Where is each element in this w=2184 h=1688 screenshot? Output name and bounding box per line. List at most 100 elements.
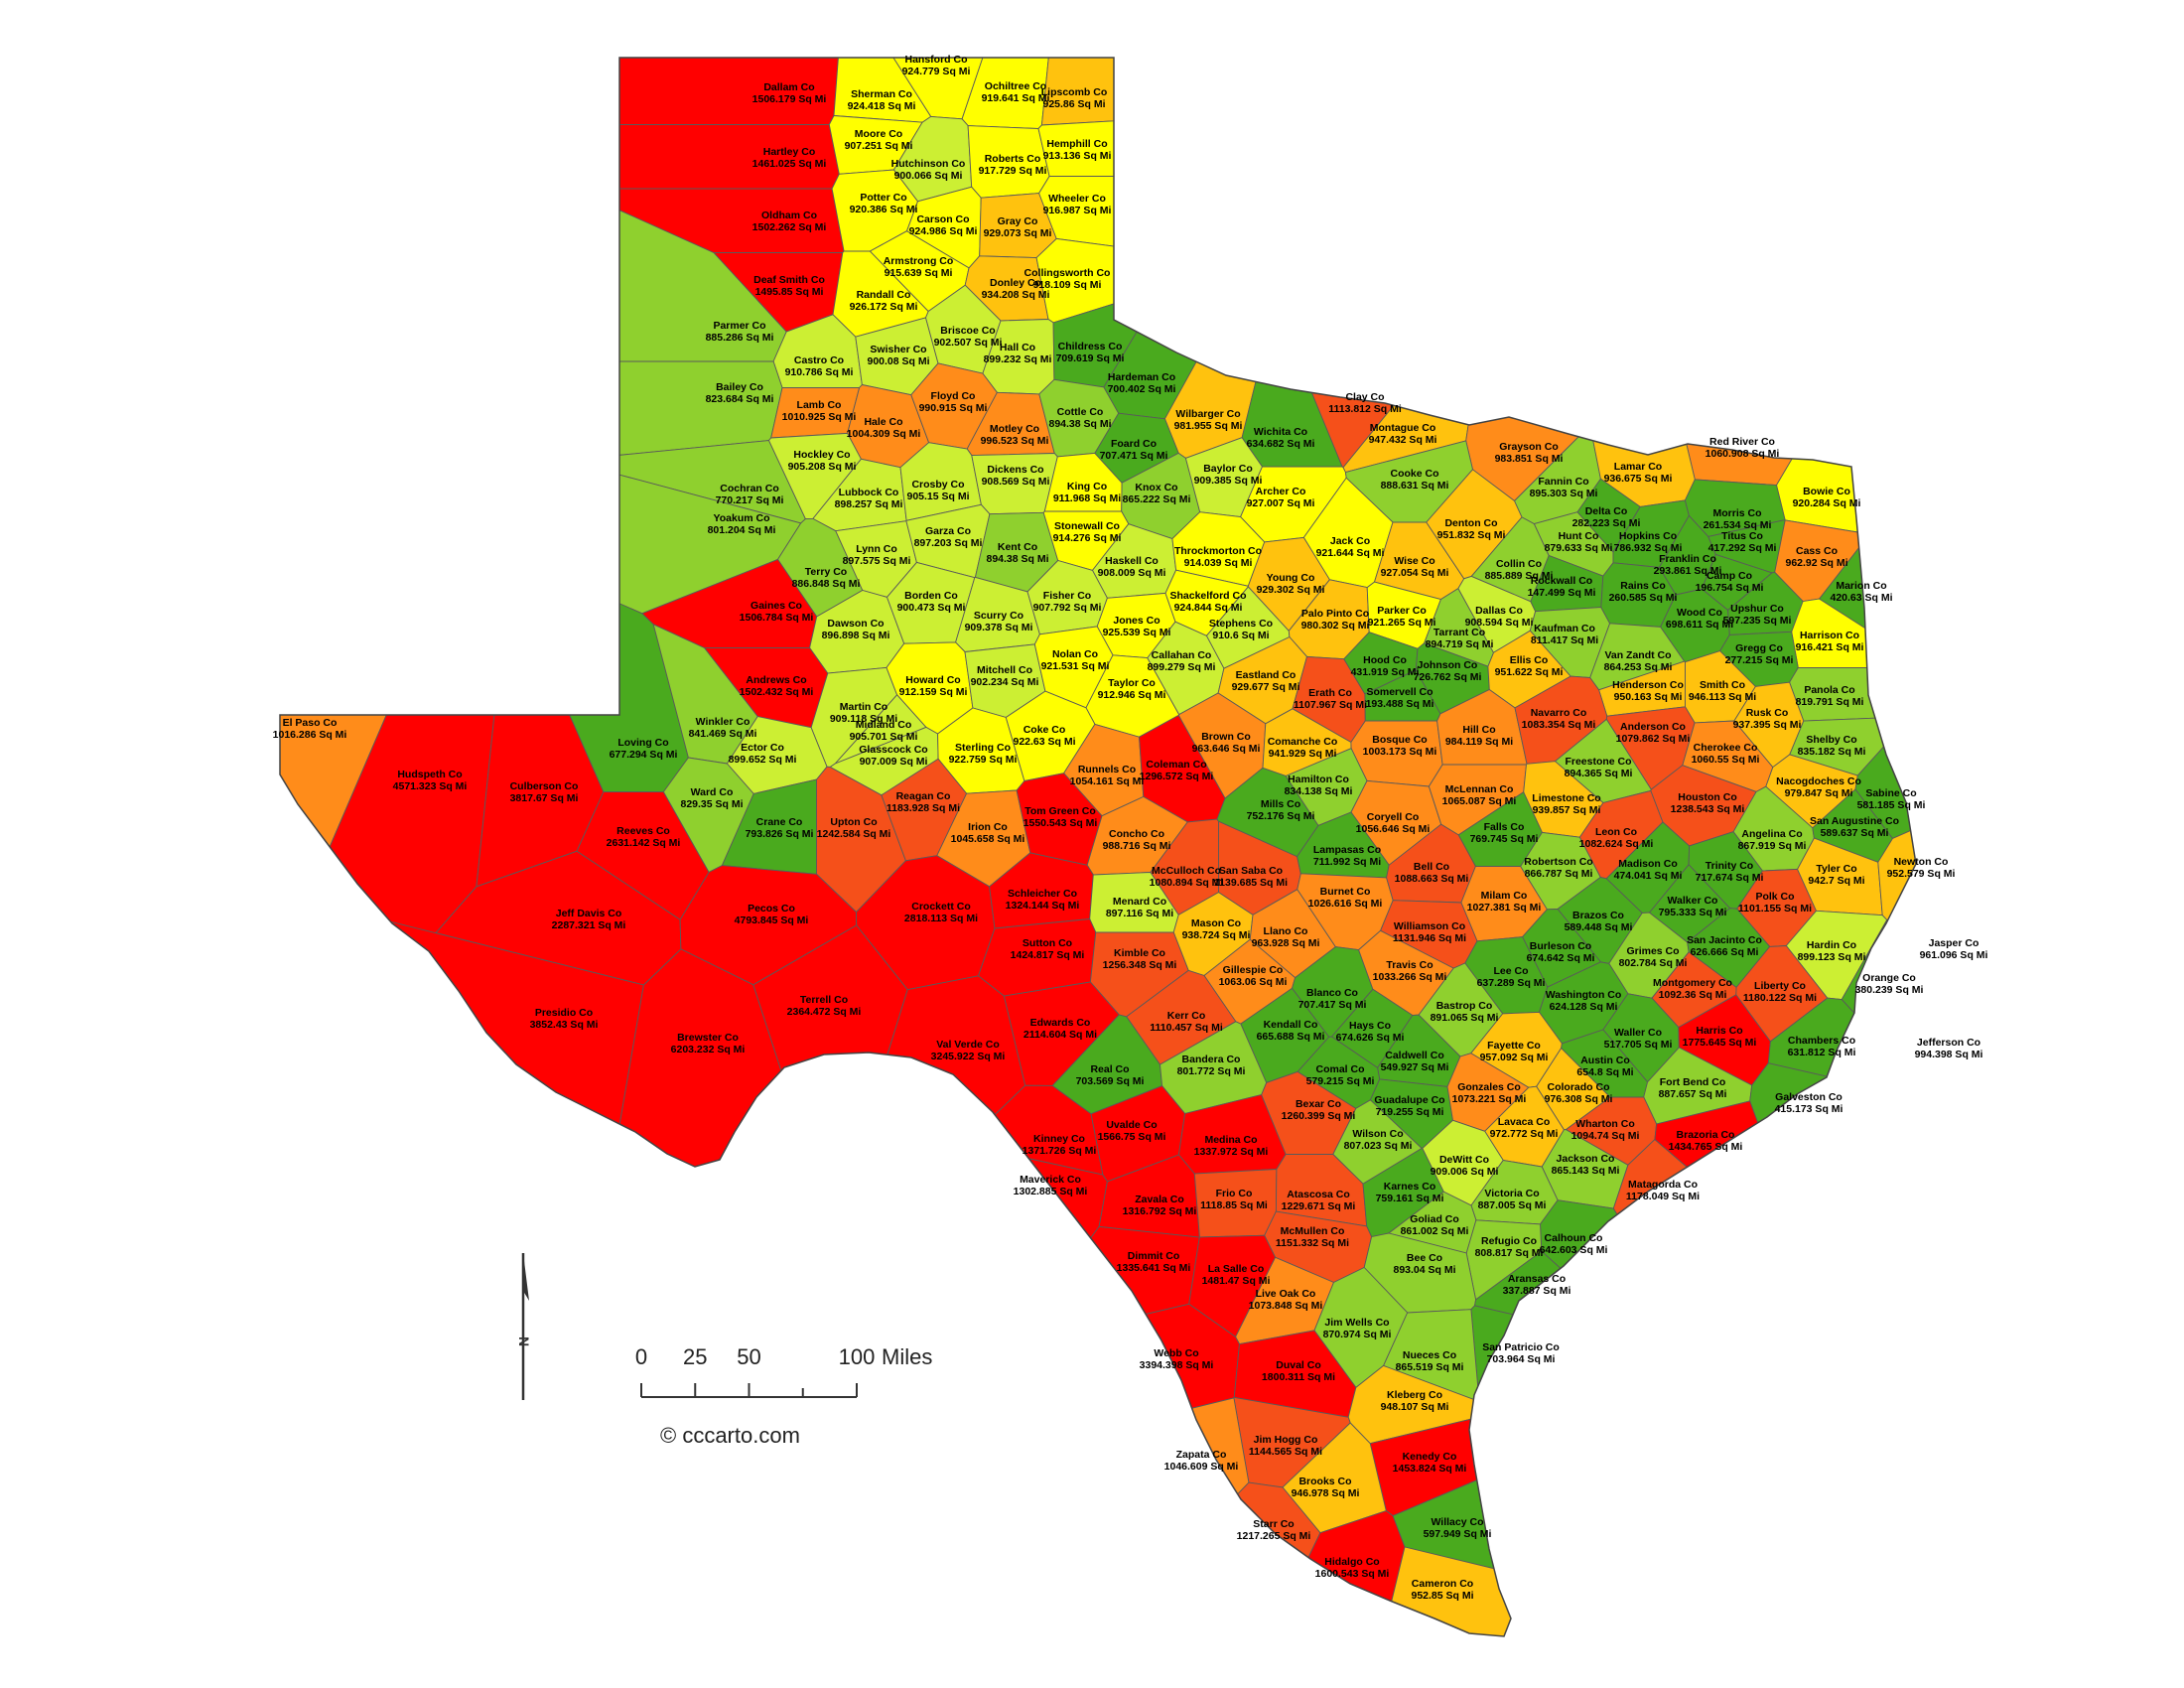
- county-label-chambers-co: Chambers Co 631.812 Sq Mi: [1788, 1035, 1856, 1058]
- county-label-eastland-co: Eastland Co 929.677 Sq Mi: [1232, 669, 1300, 693]
- county-label-haskell-co: Haskell Co 908.009 Sq Mi: [1098, 555, 1166, 579]
- county-area: 1180.122 Sq Mi: [1743, 992, 1817, 1004]
- county-label-pecos-co: Pecos Co 4793.845 Sq Mi: [735, 903, 809, 926]
- county-name: Dimmit Co: [1128, 1250, 1180, 1262]
- county-starr-co: [1079, 1481, 1321, 1636]
- county-name: Kenedy Co: [1403, 1451, 1457, 1463]
- county-label-kent-co: Kent Co 894.38 Sq Mi: [986, 541, 1048, 565]
- county-name: Van Zandt Co: [1604, 649, 1671, 661]
- county-name: Lubbock Co: [839, 487, 899, 498]
- county-name: Calhoun Co: [1545, 1232, 1603, 1244]
- county-name: Victoria Co: [1484, 1188, 1539, 1199]
- county-area: 893.04 Sq Mi: [1393, 1264, 1455, 1276]
- county-area: 996.523 Sq Mi: [981, 435, 1049, 447]
- county-area: 920.386 Sq Mi: [850, 204, 918, 215]
- county-area: 879.633 Sq Mi: [1545, 542, 1613, 554]
- county-name: Brazos Co: [1572, 910, 1624, 921]
- county-area: 1139.685 Sq Mi: [1214, 877, 1288, 889]
- county-label-mason-co: Mason Co 938.724 Sq Mi: [1182, 917, 1251, 941]
- county-name: Young Co: [1267, 572, 1315, 584]
- county-label-erath-co: Erath Co 1107.967 Sq Mi: [1294, 687, 1367, 711]
- county-label-harris-co: Harris Co 1775.645 Sq Mi: [1683, 1025, 1757, 1049]
- county-label-webb-co: Webb Co 3394.398 Sq Mi: [1140, 1347, 1214, 1371]
- county-name: Hood Co: [1363, 654, 1407, 666]
- county-name: Irion Co: [968, 821, 1008, 833]
- county-name: Marion Co: [1836, 580, 1886, 592]
- county-area: 654.8 Sq Mi: [1576, 1066, 1633, 1078]
- county-area: 1118.85 Sq Mi: [1200, 1199, 1268, 1211]
- county-name: Menard Co: [1113, 896, 1166, 908]
- county-area: 894.38 Sq Mi: [1048, 418, 1111, 430]
- county-label-waller-co: Waller Co 517.705 Sq Mi: [1604, 1027, 1673, 1051]
- county-area: 914.039 Sq Mi: [1184, 557, 1253, 569]
- county-name: Sherman Co: [851, 88, 912, 100]
- county-name: Jack Co: [1330, 535, 1370, 547]
- county-area: 921.531 Sq Mi: [1041, 660, 1110, 672]
- county-name: Austin Co: [1580, 1055, 1630, 1066]
- county-name: Moore Co: [855, 128, 902, 140]
- county-label-hardeman-co: Hardeman Co 700.402 Sq Mi: [1108, 371, 1176, 395]
- county-name: Oldham Co: [761, 210, 817, 221]
- county-area: 626.666 Sq Mi: [1691, 946, 1759, 958]
- county-area: 1481.47 Sq Mi: [1202, 1275, 1271, 1287]
- county-name: Kendall Co: [1264, 1019, 1318, 1031]
- county-area: 1502.262 Sq Mi: [752, 221, 827, 233]
- county-name: Gray Co: [998, 215, 1038, 227]
- county-label-lavaca-co: Lavaca Co 972.772 Sq Mi: [1490, 1116, 1559, 1140]
- county-label-jim-hogg-co: Jim Hogg Co 1144.565 Sq Mi: [1249, 1434, 1322, 1458]
- county-area: 908.009 Sq Mi: [1098, 567, 1166, 579]
- county-name: Real Co: [1090, 1063, 1129, 1075]
- county-area: 634.682 Sq Mi: [1247, 438, 1315, 450]
- county-label-leon-co: Leon Co 1082.624 Sq Mi: [1579, 826, 1654, 850]
- county-label-denton-co: Denton Co 951.832 Sq Mi: [1437, 517, 1506, 541]
- county-name: Donley Co: [990, 277, 1041, 289]
- county-name: Coryell Co: [1367, 811, 1420, 823]
- county-label-marion-co: Marion Co 420.63 Sq Mi: [1830, 580, 1892, 604]
- county-label-rains-co: Rains Co 260.585 Sq Mi: [1609, 580, 1678, 604]
- county-name: Mitchell Co: [977, 664, 1032, 676]
- county-area: 908.569 Sq Mi: [982, 476, 1050, 488]
- county-area: 726.762 Sq Mi: [1414, 671, 1482, 683]
- county-name: Sutton Co: [1023, 937, 1072, 949]
- county-area: 927.054 Sq Mi: [1381, 567, 1449, 579]
- county-name: Jackson Co: [1557, 1153, 1615, 1165]
- county-label-throckmorton-co: Throckmorton Co 914.039 Sq Mi: [1174, 545, 1262, 569]
- county-bowie-co: [1776, 196, 1916, 535]
- county-area: 674.626 Sq Mi: [1336, 1032, 1405, 1044]
- county-label-lamb-co: Lamb Co 1010.925 Sq Mi: [782, 399, 857, 423]
- county-name: Cottle Co: [1057, 406, 1104, 418]
- county-name: Fisher Co: [1043, 590, 1091, 602]
- county-area: 1082.624 Sq Mi: [1579, 838, 1654, 850]
- county-area: 717.674 Sq Mi: [1696, 872, 1764, 884]
- county-label-rockwall-co: Rockwall Co 147.499 Sq Mi: [1528, 575, 1596, 599]
- county-area: 1495.85 Sq Mi: [755, 286, 824, 298]
- county-name: Brewster Co: [677, 1032, 739, 1044]
- county-name: Anderson Co: [1620, 721, 1686, 733]
- county-area: 2114.604 Sq Mi: [1024, 1029, 1097, 1041]
- county-label-lee-co: Lee Co 637.289 Sq Mi: [1477, 965, 1546, 989]
- county-label-reagan-co: Reagan Co 1183.928 Sq Mi: [887, 790, 960, 814]
- county-area: 1775.645 Sq Mi: [1683, 1037, 1757, 1049]
- county-label-borden-co: Borden Co 900.473 Sq Mi: [897, 590, 966, 614]
- county-label-castro-co: Castro Co 910.786 Sq Mi: [785, 354, 854, 378]
- county-label-galveston-co: Galveston Co 415.173 Sq Mi: [1775, 1091, 1843, 1115]
- county-name: Llano Co: [1264, 925, 1308, 937]
- county-name: Hamilton Co: [1288, 774, 1349, 785]
- county-name: Maverick Co: [1020, 1174, 1081, 1186]
- county-name: Midland Co: [856, 719, 912, 731]
- county-label-knox-co: Knox Co 865.222 Sq Mi: [1123, 482, 1191, 505]
- county-area: 920.284 Sq Mi: [1793, 497, 1861, 509]
- county-name: DeWitt Co: [1439, 1154, 1489, 1166]
- county-label-san-patricio-co: San Patricio Co 703.964 Sq Mi: [1482, 1341, 1560, 1365]
- county-name: Hopkins Co: [1619, 530, 1677, 542]
- county-area: 912.946 Sq Mi: [1098, 689, 1166, 701]
- county-area: 420.63 Sq Mi: [1830, 592, 1892, 604]
- county-name: Runnels Co: [1078, 764, 1136, 775]
- county-label-goliad-co: Goliad Co 861.002 Sq Mi: [1401, 1213, 1469, 1237]
- county-label-henderson-co: Henderson Co 950.163 Sq Mi: [1612, 679, 1684, 703]
- county-label-randall-co: Randall Co 926.172 Sq Mi: [850, 289, 918, 313]
- county-label-briscoe-co: Briscoe Co 902.507 Sq Mi: [934, 325, 1003, 349]
- county-area: 752.176 Sq Mi: [1247, 810, 1315, 822]
- county-area: 1600.543 Sq Mi: [1315, 1568, 1390, 1580]
- county-area: 589.448 Sq Mi: [1565, 921, 1633, 933]
